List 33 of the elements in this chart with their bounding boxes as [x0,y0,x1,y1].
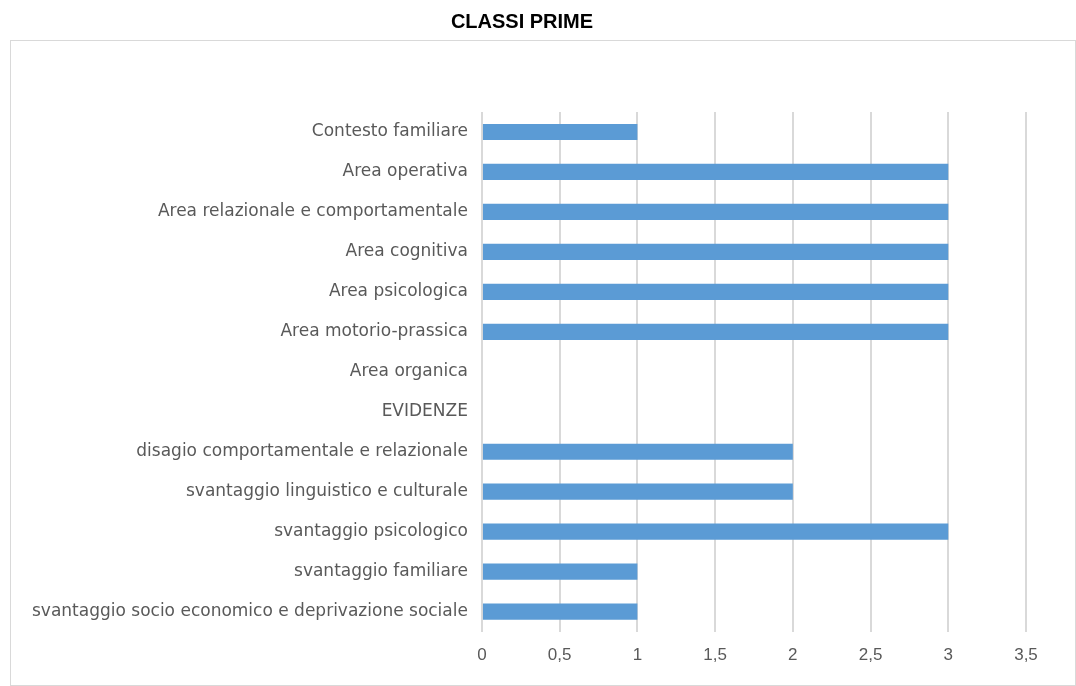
y-tick-label: Area relazionale e comportamentale [157,200,468,221]
x-tick-label: 0 [477,645,487,665]
bar [482,523,949,540]
y-tick-label: disagio comportamentale e relazionale [136,440,468,461]
bar [482,443,793,460]
bar [482,123,638,141]
bar [482,203,949,221]
x-tick-label: 3,5 [1014,645,1038,665]
x-tick-label: 3 [943,645,954,665]
y-tick-label: Area cognitiva [345,240,468,261]
y-tick-label: Area organica [349,360,468,381]
y-tick-label: Area operativa [342,160,468,181]
x-tick-label: 2,5 [858,645,883,665]
y-tick-label: Area motorio-prassica [280,320,468,341]
y-tick-label: svantaggio socio economico e deprivazione sociale [31,600,468,621]
bar [482,563,638,580]
bar [482,603,638,620]
x-tick-label: 1 [632,645,643,665]
bar [482,283,949,300]
x-tick-label: 2 [788,645,798,665]
y-tick-label: Area psicologica [328,280,468,301]
x-tick-label: 0,5 [547,645,572,665]
y-tick-label: Contesto familiare [311,120,468,141]
chart-title: CLASSI PRIME [450,9,594,32]
y-tick-label: svantaggio familiare [294,560,468,581]
bar [482,323,949,340]
bar [482,483,793,500]
y-tick-label: svantaggio linguistico e culturale [186,480,468,501]
bar [482,243,949,260]
x-tick-label: 1,5 [703,645,727,665]
y-tick-label: svantaggio psicologico [274,520,468,541]
y-tick-label: EVIDENZE [381,400,468,421]
bar [482,163,949,181]
